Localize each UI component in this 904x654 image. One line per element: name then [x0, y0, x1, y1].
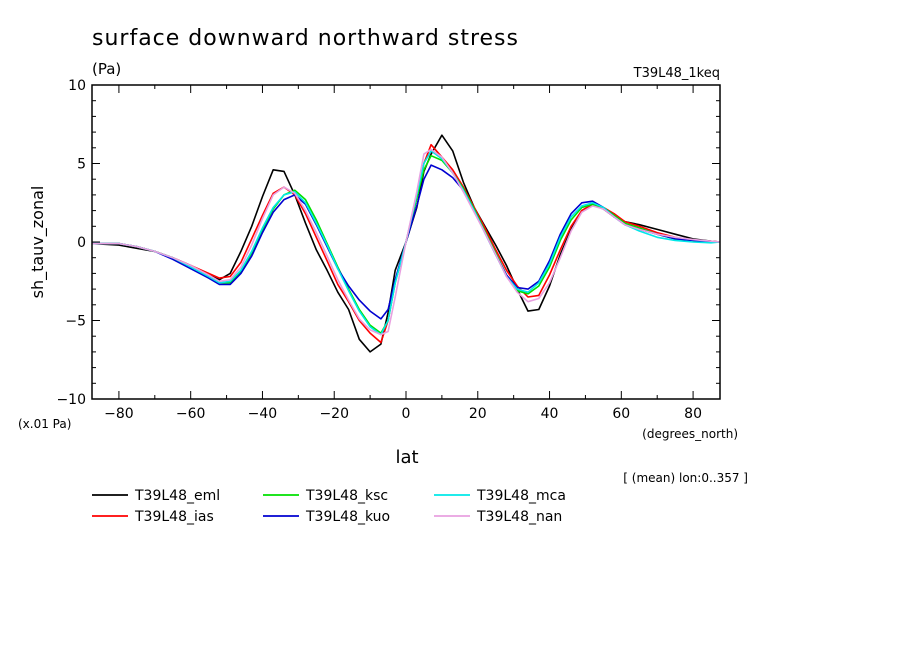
y-tick-label: 0 [77, 235, 86, 251]
legend-label: T39L48_mca [476, 488, 566, 504]
x-tick-label: −20 [319, 406, 349, 422]
averaging-note: [ (mean) lon:0..357 ] [623, 471, 748, 485]
x-units-label: (degrees_north) [642, 427, 738, 441]
x-tick-label: 20 [469, 406, 487, 422]
units-label: (Pa) [92, 60, 121, 78]
plot-frame [91, 84, 721, 400]
y-tick-label: −5 [65, 314, 86, 330]
x-tick-label: 80 [684, 406, 702, 422]
legend-label: T39L48_ias [134, 509, 214, 525]
x-tick-label: 40 [541, 406, 559, 422]
axis-ticks: −80 −60 −40 −20 0 20 40 60 80 −10 −5 0 5 10 [56, 78, 720, 422]
legend: T39L48_eml T39L48_ias T39L48_ksc T39L48_kuo… [92, 488, 566, 525]
experiment-label: T39L48_1keq [633, 66, 720, 81]
series-line-T39L48_kuo [92, 164, 720, 320]
x-tick-label: −80 [104, 406, 134, 422]
chart-title: surface downward northward stress [92, 26, 519, 51]
legend-label: T39L48_ksc [305, 488, 388, 504]
y-tick-label: 5 [77, 157, 86, 173]
x-axis-label: lat [395, 447, 418, 468]
x-tick-label: 0 [402, 406, 411, 422]
x-tick-label: −60 [176, 406, 206, 422]
legend-label: T39L48_kuo [305, 509, 390, 525]
series-line-T39L48_nan [92, 148, 721, 336]
y-scale-note: (x.01 Pa) [18, 417, 71, 431]
series-lines [91, 134, 721, 353]
x-tick-label: −40 [248, 406, 278, 422]
y-tick-label: 10 [68, 78, 86, 94]
y-tick-label: −10 [56, 392, 86, 408]
legend-label: T39L48_nan [476, 509, 562, 525]
x-tick-label: 60 [612, 406, 630, 422]
legend-label: T39L48_eml [134, 488, 220, 504]
y-axis-label: sh_tauv_zonal [28, 186, 48, 299]
